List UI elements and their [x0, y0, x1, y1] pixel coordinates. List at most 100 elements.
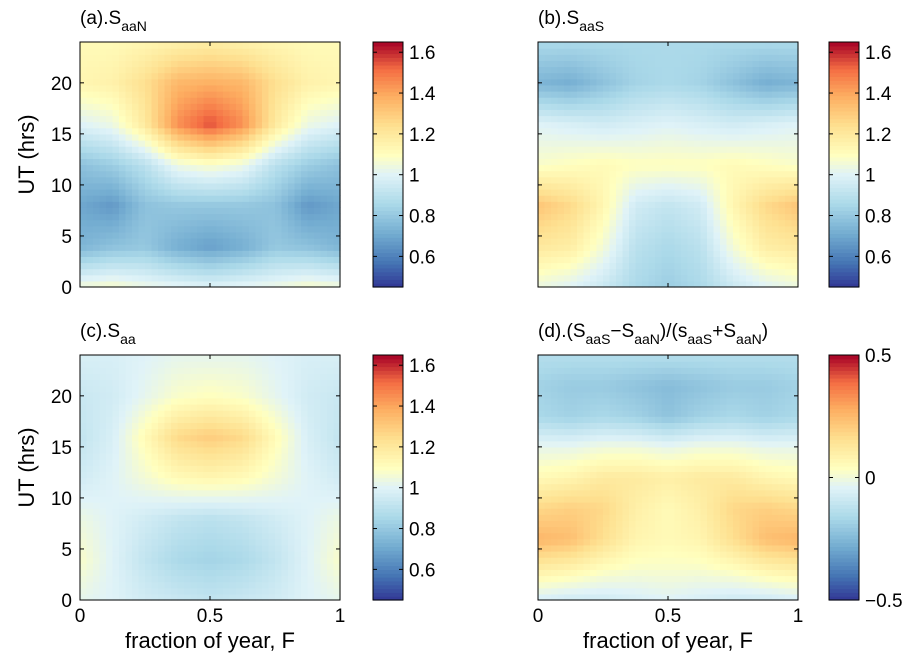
heatmap-cell — [570, 66, 578, 74]
heatmap-cell — [262, 373, 270, 381]
heatmap-cell — [203, 373, 211, 381]
heatmap-cell — [229, 78, 237, 86]
heatmap-cell — [720, 164, 728, 172]
heatmap-cell — [564, 207, 572, 215]
colorbar-band — [373, 57, 403, 62]
heatmap-cell — [275, 231, 283, 239]
heatmap-cell — [132, 428, 140, 436]
heatmap-cell — [262, 225, 270, 233]
heatmap-cell — [307, 563, 315, 570]
heatmap-cell — [93, 453, 101, 460]
heatmap-cell — [320, 575, 328, 583]
heatmap-cell — [759, 189, 767, 196]
heatmap-cell — [229, 152, 237, 159]
heatmap-cell — [132, 569, 140, 577]
heatmap-cell — [229, 158, 237, 166]
heatmap-cell — [570, 231, 578, 239]
heatmap-cell — [765, 103, 773, 110]
heatmap-cell — [262, 170, 270, 178]
heatmap-cell — [216, 201, 224, 208]
heatmap-cell — [294, 244, 302, 251]
heatmap-cell — [242, 361, 250, 368]
colorbar-band — [373, 107, 403, 112]
heatmap-cell — [125, 355, 133, 362]
heatmap-cell — [314, 514, 322, 521]
heatmap-cell — [785, 133, 793, 141]
heatmap-cell — [86, 508, 94, 515]
heatmap-cell — [778, 182, 786, 190]
heatmap-cell — [268, 231, 276, 239]
heatmap-cell — [551, 84, 559, 92]
heatmap-cell — [681, 127, 689, 135]
heatmap-cell — [674, 213, 682, 221]
heatmap-cell — [707, 201, 715, 208]
heatmap-cell — [132, 146, 140, 153]
heatmap-cell — [197, 201, 205, 208]
heatmap-cell — [778, 256, 786, 264]
heatmap-cell — [327, 428, 335, 436]
heatmap-cell — [145, 207, 153, 215]
heatmap-cell — [759, 176, 767, 184]
heatmap-cell — [197, 557, 205, 564]
heatmap-cell — [616, 133, 624, 141]
heatmap-cell — [249, 557, 257, 564]
heatmap-cells-b — [538, 42, 799, 288]
heatmap-cell — [629, 231, 637, 239]
heatmap-cell — [635, 256, 643, 264]
heatmap-cell — [551, 280, 559, 288]
colorbar-band — [829, 45, 859, 51]
heatmap-cell — [320, 508, 328, 515]
heatmap-cell — [694, 201, 702, 208]
heatmap-cell — [125, 520, 133, 528]
heatmap-cell — [106, 465, 114, 472]
heatmap-cell — [242, 66, 250, 74]
heatmap-cell — [158, 422, 166, 430]
heatmap-cell — [707, 274, 715, 282]
heatmap-cell — [713, 42, 721, 49]
heatmap-cell — [184, 483, 192, 491]
heatmap-cell — [785, 72, 793, 80]
heatmap-cell — [262, 48, 270, 55]
heatmap-cell — [583, 262, 591, 270]
heatmap-cell — [327, 72, 335, 80]
heatmap-cell — [583, 170, 591, 178]
heatmap-cell — [327, 593, 335, 601]
heatmap-cell — [765, 189, 773, 196]
heatmap-cell — [733, 60, 741, 68]
heatmap-cell — [229, 115, 237, 123]
heatmap-cell — [268, 385, 276, 393]
heatmap-cell — [759, 152, 767, 159]
heatmap-cell — [570, 140, 578, 147]
heatmap-cell — [223, 182, 231, 190]
heatmap-cell — [687, 121, 695, 129]
heatmap-cell — [99, 140, 107, 147]
heatmap-cell — [236, 127, 244, 135]
heatmap-cell — [294, 91, 302, 98]
colorbar-band — [373, 214, 403, 219]
heatmap-cell — [86, 60, 94, 68]
heatmap-cell — [93, 103, 101, 110]
heatmap-cell — [609, 195, 617, 202]
heatmap-cell — [197, 262, 205, 270]
heatmap-cell — [307, 219, 315, 227]
heatmap-cell — [288, 385, 296, 393]
heatmap-cell — [616, 146, 624, 153]
heatmap-cell — [106, 238, 114, 245]
heatmap-cell — [145, 164, 153, 172]
heatmap-cell — [86, 127, 94, 135]
heatmap-cell — [772, 225, 780, 233]
heatmap-cell — [713, 146, 721, 153]
heatmap-cell — [236, 42, 244, 49]
heatmap-cell — [733, 250, 741, 257]
heatmap-cell — [164, 140, 172, 147]
heatmap-cell — [242, 569, 250, 577]
heatmap-cell — [197, 182, 205, 190]
heatmap-cell — [327, 471, 335, 479]
heatmap-cell — [301, 477, 309, 485]
heatmap-cell — [255, 244, 263, 251]
heatmap-cell — [327, 434, 335, 442]
heatmap-cell — [262, 391, 270, 399]
heatmap-cell — [275, 465, 283, 472]
heatmap-cell — [281, 440, 289, 448]
heatmap-cell — [726, 158, 734, 166]
